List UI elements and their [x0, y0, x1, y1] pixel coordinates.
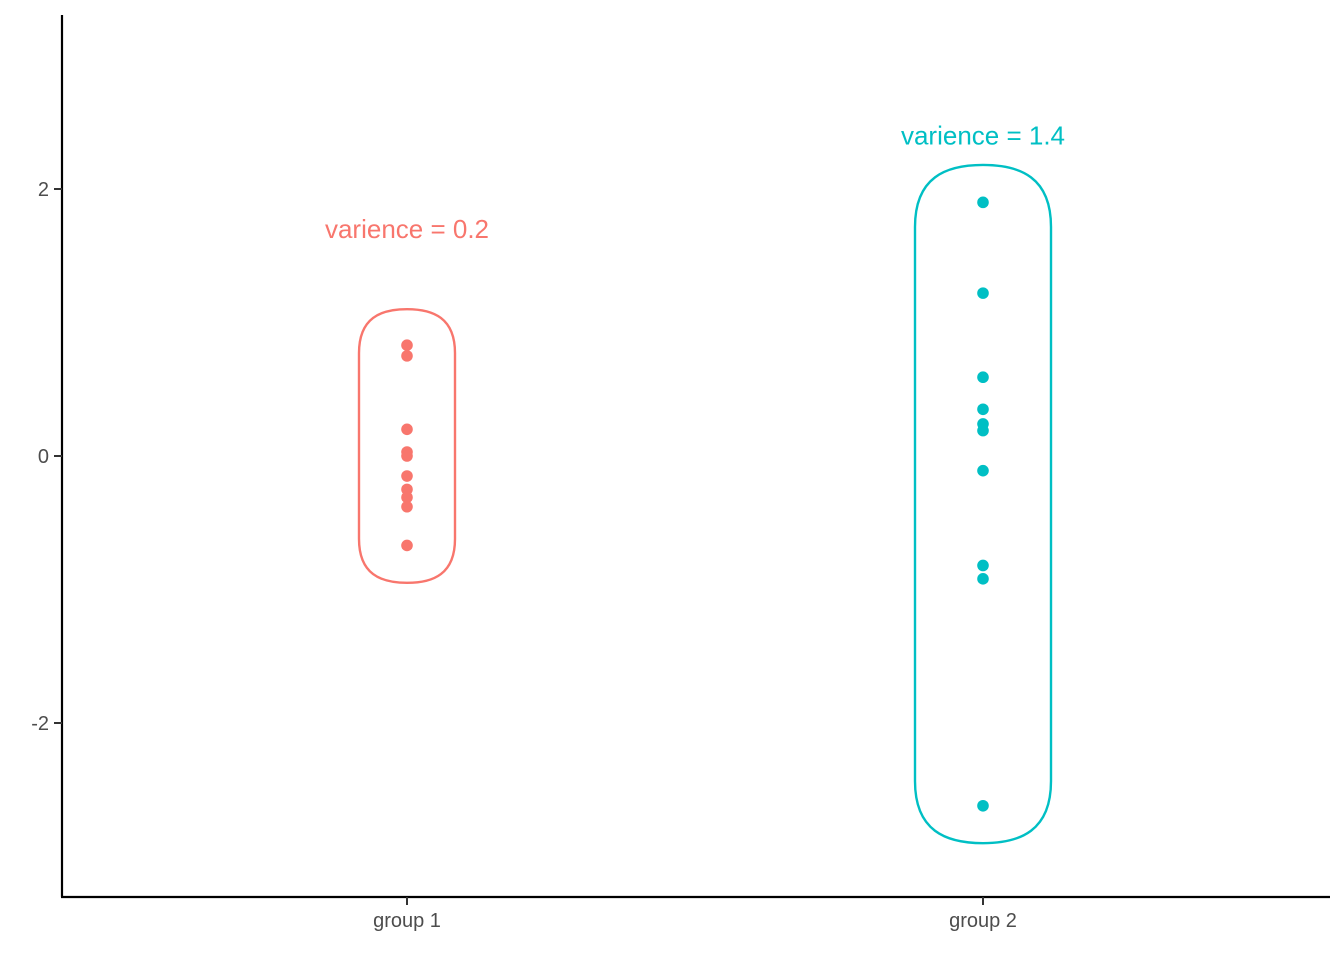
- data-point-group-1: [401, 500, 413, 513]
- variance-annotations: varience = 0.2 varience = 1.4: [325, 121, 1065, 244]
- data-point-group-2: [977, 403, 989, 416]
- data-point-group-2: [977, 799, 989, 812]
- hull-group-1: [357, 307, 457, 585]
- data-point-group-2: [977, 424, 989, 437]
- data-points: [401, 196, 989, 812]
- data-point-group-1: [401, 483, 413, 496]
- hull-group-2: [913, 163, 1053, 845]
- x-axis-ticks: group 1 group 2: [373, 897, 1017, 932]
- y-tick-label: -2: [31, 713, 49, 735]
- data-point-group-2: [977, 196, 989, 209]
- variance-label-group-1: varience = 0.2: [325, 214, 489, 244]
- data-point-group-1: [401, 539, 413, 552]
- y-tick-label: 0: [38, 446, 49, 468]
- data-point-group-1: [401, 423, 413, 436]
- y-tick-label: 2: [38, 179, 49, 201]
- data-point-group-1: [401, 339, 413, 351]
- data-point-group-2: [977, 559, 989, 572]
- data-point-group-1: [401, 470, 413, 482]
- data-point-group-1: [401, 491, 413, 504]
- data-point-group-2: [977, 573, 989, 585]
- variance-label-group-2: varience = 1.4: [901, 121, 1065, 151]
- data-point-group-2: [977, 287, 989, 299]
- x-tick-label-group-2: group 2: [949, 910, 1017, 932]
- data-point-group-1: [401, 450, 413, 462]
- data-point-group-2: [977, 464, 989, 477]
- y-axis-ticks: -2 0 2: [31, 179, 62, 735]
- group-hulls: [357, 163, 1053, 845]
- data-point-group-2: [977, 371, 989, 384]
- x-tick-label-group-1: group 1: [373, 910, 441, 932]
- data-point-group-1: [401, 350, 413, 362]
